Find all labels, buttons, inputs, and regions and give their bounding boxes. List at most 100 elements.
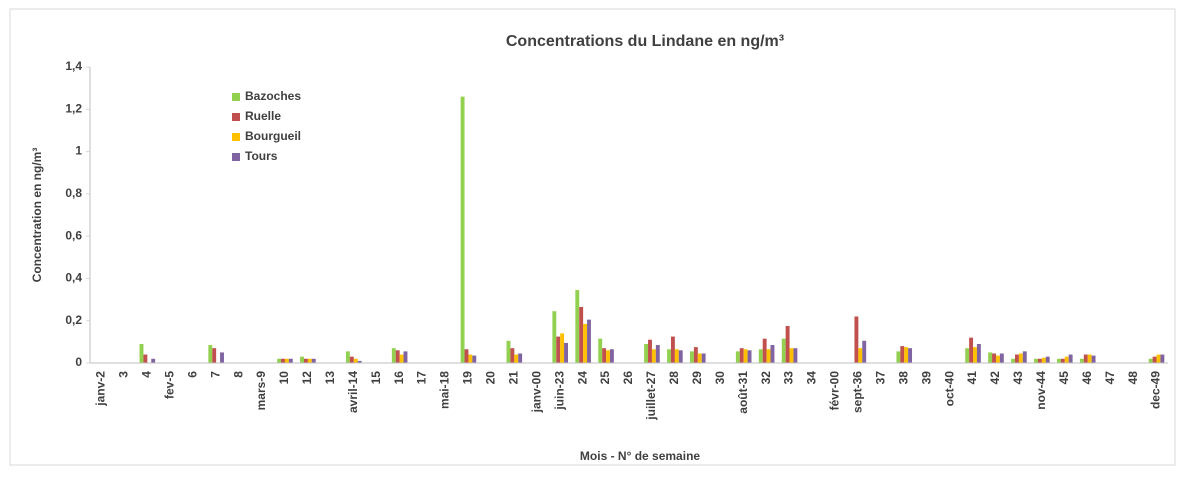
y-tick-label: 0,6	[65, 228, 82, 242]
y-tick-label: 0,4	[65, 271, 82, 285]
bar	[300, 356, 304, 363]
x-tick-label: fev-5	[162, 371, 176, 399]
bar	[1041, 357, 1046, 363]
x-tick-label: janv-00	[529, 371, 543, 414]
x-tick-label: 28	[667, 371, 681, 385]
bar	[403, 351, 408, 363]
x-tick-label: juillet-27	[644, 371, 658, 421]
x-tick-label: dec-49	[1149, 371, 1163, 409]
bar	[506, 340, 511, 363]
bar	[556, 336, 561, 363]
bar	[674, 349, 679, 363]
x-tick-label: 3	[117, 371, 131, 378]
x-tick-label: juin-23	[552, 371, 566, 411]
x-tick-label: 32	[759, 371, 773, 385]
bar	[1087, 354, 1092, 363]
bar	[598, 338, 603, 363]
bar	[353, 358, 358, 363]
x-tick-label: 4	[140, 371, 154, 378]
x-tick-label: 34	[805, 371, 819, 385]
x-tick-label: 39	[919, 371, 933, 385]
legend-label: Ruelle	[245, 109, 281, 123]
y-tick-label: 1,4	[65, 59, 82, 73]
bar	[395, 350, 400, 363]
bar	[281, 358, 285, 363]
bar	[758, 349, 763, 363]
x-tick-label: août-31	[736, 371, 750, 414]
x-axis-label: Mois - N° de semaine	[580, 449, 700, 463]
bar	[1079, 358, 1084, 363]
x-tick-label: 7	[208, 371, 222, 378]
bar	[514, 354, 519, 363]
x-tick-label: 42	[988, 371, 1002, 385]
bar	[606, 350, 610, 363]
bar	[693, 347, 698, 363]
x-tick-label: mars-9	[254, 371, 268, 411]
bar	[739, 348, 744, 363]
bar	[743, 349, 748, 363]
legend-swatch	[232, 153, 240, 161]
bar	[1045, 356, 1050, 363]
x-tick-label: sept-36	[851, 371, 865, 413]
x-tick-label: 37	[873, 371, 887, 385]
bar	[564, 342, 568, 363]
y-tick-label: 1,2	[65, 101, 82, 115]
bar	[357, 360, 362, 363]
bar	[143, 354, 148, 363]
bar	[1060, 358, 1065, 363]
x-tick-label: 15	[369, 371, 383, 385]
bar	[1160, 354, 1165, 363]
bar	[460, 96, 465, 363]
bar	[303, 358, 308, 363]
bar	[785, 326, 790, 363]
bar	[667, 349, 671, 363]
y-tick-label: 0	[75, 355, 82, 369]
bar	[969, 337, 974, 363]
bar	[609, 349, 614, 363]
x-tick-label: oct-40	[942, 371, 956, 407]
x-tick-label: mai-18	[438, 371, 452, 409]
bar	[690, 351, 694, 363]
bar	[697, 353, 702, 363]
bar	[307, 358, 312, 363]
bar	[670, 336, 675, 363]
legend-label: Bazoches	[245, 89, 301, 103]
y-tick-label: 1	[75, 144, 82, 158]
bar	[587, 319, 591, 363]
bar	[988, 352, 993, 363]
bar	[770, 345, 775, 363]
bar	[1148, 358, 1153, 363]
bar	[999, 353, 1004, 363]
x-tick-label: 24	[575, 371, 589, 385]
bar	[518, 353, 523, 363]
bar	[655, 345, 660, 363]
bar	[579, 306, 584, 363]
bar	[472, 355, 477, 363]
bar	[900, 346, 905, 363]
bar	[468, 354, 473, 363]
bar	[552, 311, 557, 363]
bar	[1015, 354, 1019, 363]
bar	[220, 352, 224, 363]
bar	[651, 349, 656, 363]
x-tick-label: 30	[713, 371, 727, 385]
bar	[904, 347, 909, 363]
y-axis-label: Concentration en ng/m³	[30, 148, 44, 283]
bar	[288, 358, 293, 363]
x-tick-label: 43	[1011, 371, 1025, 385]
bar	[510, 348, 515, 363]
bar	[1056, 358, 1061, 363]
x-tick-label: 21	[506, 371, 520, 385]
bar	[1068, 354, 1073, 363]
x-tick-label: 38	[896, 371, 910, 385]
bar	[464, 349, 469, 363]
bar	[575, 290, 580, 363]
legend-swatch	[232, 133, 240, 141]
x-tick-label: 16	[392, 371, 406, 385]
bar	[973, 347, 977, 363]
bar	[747, 350, 752, 363]
x-tick-label: 25	[598, 371, 612, 385]
bar	[1152, 356, 1157, 363]
bar	[277, 358, 282, 363]
